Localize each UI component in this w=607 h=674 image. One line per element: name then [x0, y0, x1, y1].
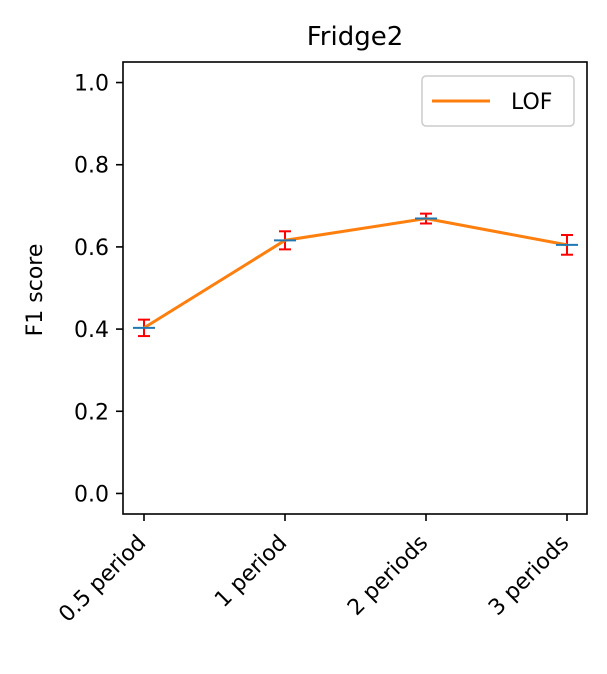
x-tick-label-1: 1 period — [210, 531, 292, 613]
x-tick-label-3: 3 periods — [484, 531, 574, 621]
y-tick-label-2: 0.4 — [74, 318, 109, 343]
chart-title: Fridge2 — [307, 22, 404, 52]
y-tick-label-4: 0.8 — [74, 154, 109, 179]
legend: LOF — [421, 75, 575, 127]
y-tick-label-3: 0.6 — [74, 236, 109, 261]
y-axis-label: F1 score — [23, 244, 48, 337]
plot-marks — [133, 212, 578, 338]
series-line-0 — [143, 217, 568, 330]
y-tick-label-0: 0.0 — [74, 482, 109, 507]
y-tick-label-5: 1.0 — [74, 72, 109, 97]
x-tick-label-0: 0.5 period — [54, 531, 151, 628]
legend-label-0: LOF — [511, 90, 552, 115]
y-tick-label-1: 0.2 — [74, 400, 109, 425]
plot-frame — [122, 61, 588, 515]
x-tick-label-2: 2 periods — [343, 531, 433, 621]
legend-box — [421, 75, 575, 127]
